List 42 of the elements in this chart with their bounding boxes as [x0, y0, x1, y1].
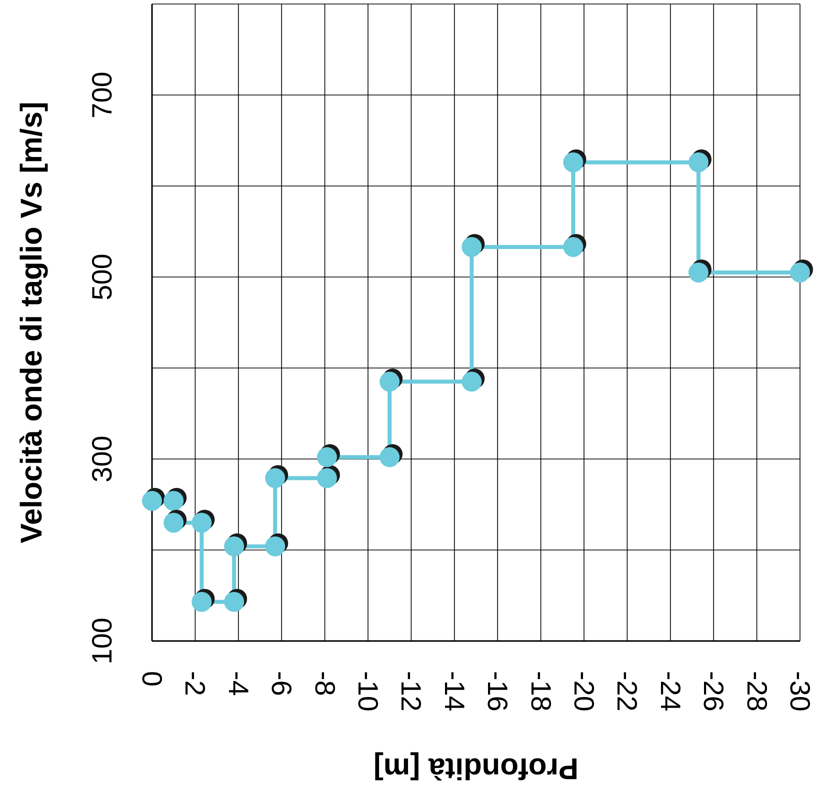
point: [224, 536, 244, 556]
point: [316, 468, 337, 488]
x-tick-label: -20: [568, 671, 600, 712]
x-tick-label: -22: [612, 671, 643, 712]
point: [224, 592, 244, 612]
x-tick-label: 0: [136, 671, 168, 687]
point: [380, 372, 400, 392]
x-tick-label: -14: [438, 671, 470, 712]
x-tick-label: -16: [482, 671, 514, 712]
x-tick-label: -6: [266, 671, 298, 696]
x-tick-label: -4: [222, 671, 254, 696]
point: [462, 236, 482, 257]
point: [142, 490, 162, 511]
y-tick-label: 500: [86, 254, 118, 300]
x-tick-label: -28: [741, 671, 772, 712]
x-tick-label: -8: [309, 671, 340, 696]
point: [563, 236, 584, 257]
x-tick-label: -26: [698, 671, 730, 712]
point: [192, 512, 212, 533]
point: [790, 262, 810, 282]
x-tick-label: -12: [396, 671, 427, 712]
x-tick-label: -18: [525, 671, 556, 712]
point: [164, 512, 184, 533]
point: [265, 468, 286, 488]
y-tick-label: 300: [86, 436, 118, 482]
y-axis-title: Velocità onde di taglio Vs [m/s]: [16, 102, 48, 544]
x-axis-title: Profondità [m]: [374, 752, 578, 784]
y-tick-label: 100: [86, 618, 118, 664]
x-tick-label: -10: [352, 671, 384, 712]
point: [164, 490, 184, 511]
x-tick-label: -30: [784, 671, 816, 712]
point: [192, 592, 212, 612]
point: [563, 152, 584, 172]
point: [688, 152, 708, 172]
point: [688, 262, 708, 282]
point: [265, 536, 286, 556]
x-tick-label: -24: [654, 671, 686, 712]
point: [462, 372, 482, 392]
point: [316, 447, 337, 468]
point: [380, 447, 400, 468]
y-tick-label: 700: [86, 72, 118, 118]
x-tick-label: -2: [180, 671, 211, 696]
